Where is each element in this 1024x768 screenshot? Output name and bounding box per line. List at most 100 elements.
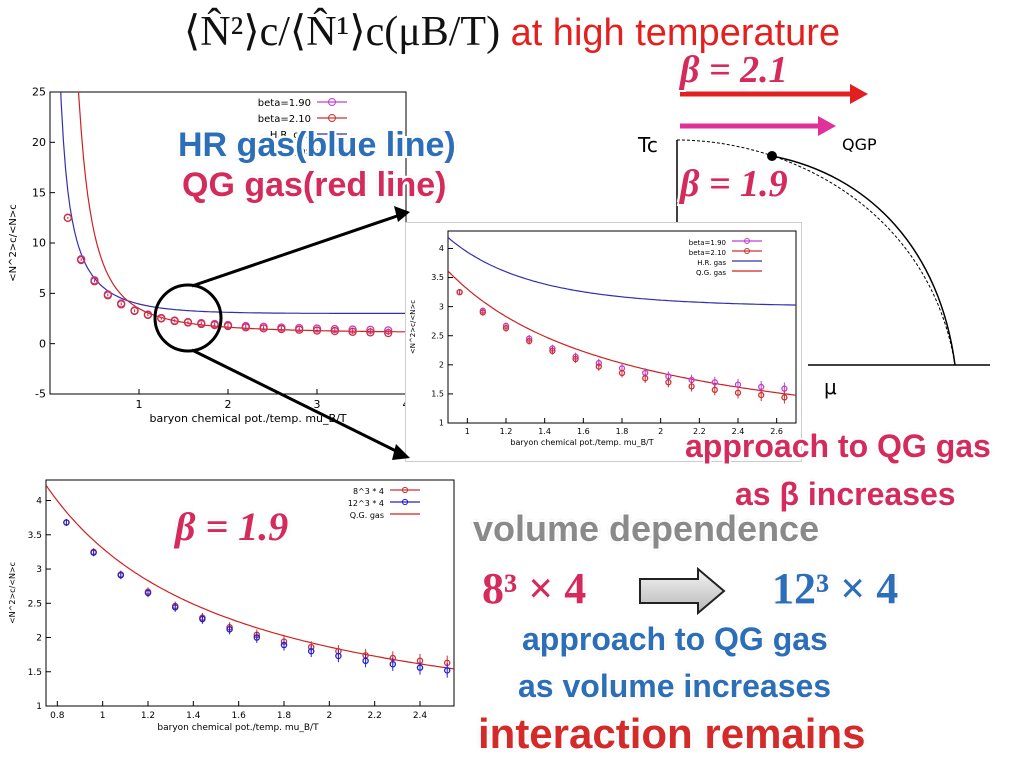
beta-arrows (680, 84, 868, 136)
inset-ytick-label: 2.5 (431, 331, 444, 340)
main-legend-marker (328, 98, 336, 106)
volume-xtick-label: 1.2 (141, 711, 155, 721)
inset-point (479, 309, 486, 316)
volume-xtick-label: 1.8 (277, 711, 292, 721)
hr-gas-label: HR gas(blue line) (178, 126, 456, 164)
main-point (103, 291, 112, 300)
volume-point (389, 660, 397, 668)
inset-xtick-label: 1 (465, 427, 470, 436)
volume-plot-area (46, 484, 454, 678)
volume-legend-label: Q.G. gas (350, 511, 384, 520)
main-ytick-label: 5 (39, 287, 46, 300)
volume-point (362, 657, 369, 665)
inset-ytick-label: 1.5 (431, 390, 444, 399)
volume-chart: 0.8 1 1.2 1.4 1.6 1.8 2 2.2 2.4 1 1.5 2 2.5 3 3.5 4 bary… (6, 470, 460, 762)
volume-arrow-shape (639, 566, 726, 616)
volume-legend-marker (401, 498, 409, 506)
inset-point (688, 383, 695, 390)
volume-point (416, 664, 424, 671)
qg-gas-label: QG gas(red line) (182, 166, 447, 204)
volume-point (253, 634, 261, 641)
volume-point (144, 589, 152, 597)
volume-xtick-label: 2.4 (413, 711, 428, 721)
beta19-arrowhead (818, 116, 836, 136)
inset-legend-marker (744, 248, 750, 254)
main-plot-area (60, 92, 406, 338)
main-point (330, 326, 339, 336)
main-point (312, 326, 322, 335)
inset-point (549, 347, 556, 355)
inset-xtick-label: 1.6 (577, 427, 590, 436)
main-ytick-label: 20 (32, 136, 46, 149)
volume-chart-svg: 0.8 1 1.2 1.4 1.6 1.8 2 2.2 2.4 1 1.5 2 2.5 3 3.5 4 bary… (8, 479, 455, 733)
volume-y-axis-label: <N^2>c/<N>c (8, 562, 17, 624)
volume-xtick-label: 2.2 (368, 711, 382, 721)
phase-diagram: Tc QGP μ (630, 100, 1010, 400)
volume-ytick-label: 3 (36, 565, 42, 575)
main-point (241, 323, 250, 332)
inset-xtick-label: 2 (658, 427, 663, 436)
volume-point (443, 667, 451, 674)
volume-point (307, 647, 315, 655)
page-title: ⟨N̂²⟩c/⟨N̂¹⟩c(μB/T) at high temperature (0, 6, 1024, 56)
volume-x-axis-label: baryon chemical pot./temp. mu_B/T (157, 723, 319, 733)
phase-transition-line (771, 155, 956, 366)
inset-point (781, 394, 788, 401)
volume-point (63, 519, 70, 526)
approach-beta-line2: as β increases (735, 476, 956, 512)
volume-point (90, 549, 97, 556)
volume-xtick-label: 2 (326, 711, 332, 721)
main-point (63, 213, 72, 222)
inset-xtick-label: 2.6 (770, 427, 783, 436)
main-point (223, 321, 233, 331)
main-point (117, 300, 126, 309)
volume-ytick-label: 2 (36, 634, 42, 644)
volume-xtick-label: 1 (100, 711, 106, 721)
inset-point (595, 363, 602, 370)
inset-y-axis-label: <N^2>c/<N>c (409, 300, 417, 354)
inset-plot-frame (447, 230, 797, 424)
main-ytick-label: -5 (35, 388, 46, 401)
main-ytick-label: 10 (32, 237, 46, 250)
title-suffix: at high temperature (510, 12, 841, 54)
main-point (90, 277, 99, 286)
volume-xtick-label: 1.6 (232, 711, 247, 721)
main-point (348, 327, 357, 336)
beta19-bottom-label: β = 1.9 (175, 504, 289, 549)
inset-point (758, 391, 765, 399)
inset-point (618, 369, 626, 377)
inset-ytick-label: 4 (439, 244, 444, 253)
inset-legend-label: H.R. gas (697, 259, 726, 267)
main-x-axis-label: baryon chemical pot./temp. mu_B/T (149, 412, 346, 425)
inset-legend-label: beta=2.10 (689, 249, 726, 257)
main-point (130, 306, 139, 316)
volume-point (117, 571, 125, 579)
volume-dependence-label: volume dependence (473, 508, 820, 549)
main-point (384, 328, 393, 338)
critical-point (767, 151, 777, 161)
crossover-line (676, 139, 956, 366)
inset-xtick-label: 1.4 (538, 427, 551, 436)
volume-plot-frame (45, 479, 455, 707)
inset-ytick-label: 1 (439, 419, 444, 428)
approach-volume-line1: approach to QG gas (522, 621, 828, 657)
main-point (366, 328, 375, 337)
main-xtick-label: 2 (225, 398, 232, 411)
inset-line-hrgas (448, 237, 796, 306)
inset-point (642, 375, 649, 382)
main-legend-label: H.R. gas (270, 130, 311, 141)
inset-point (734, 389, 742, 396)
volume-xtick-label: 1.4 (186, 711, 201, 721)
volume-ytick-label: 1 (36, 702, 42, 712)
inset-xtick-label: 2.2 (693, 427, 706, 436)
beta21-label: β = 2.1 (680, 49, 788, 91)
volume-ytick-label: 4 (36, 497, 42, 507)
inset-chart: 1 1.2 1.4 1.6 1.8 2 2.2 2.4 2.6 1 1.5 2 2.5 3 3.5 4 bary… (405, 222, 802, 462)
inset-legend-label: Q.G. gas (696, 269, 726, 277)
main-point (295, 325, 304, 334)
title-formula: ⟨N̂²⟩c/⟨N̂¹⟩c(μB/T) (183, 9, 501, 55)
inset-chart-svg: 1 1.2 1.4 1.6 1.8 2 2.2 2.4 2.6 1 1.5 2 2.5 3 3.5 4 bary… (409, 230, 797, 447)
volume-point (335, 652, 342, 660)
inset-point (526, 337, 533, 345)
main-legend-label: beta=1.90 (258, 98, 311, 109)
